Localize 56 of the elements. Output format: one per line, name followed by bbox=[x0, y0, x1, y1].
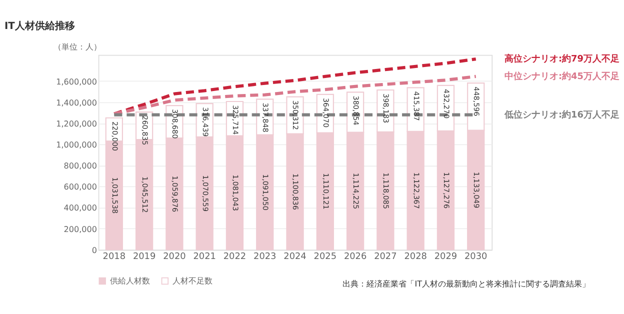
text: 高位シナリオ:約79万人不足 bbox=[504, 54, 620, 65]
y-axis-title: （単位：人） bbox=[54, 42, 102, 52]
x-tick-label: 2024 bbox=[284, 252, 307, 262]
y-tick-label: 1,000,000 bbox=[56, 140, 97, 150]
y-tick-label: 200,000 bbox=[64, 224, 97, 234]
data-label: 1,114,225 bbox=[352, 172, 361, 210]
data-label: 1,118,085 bbox=[382, 172, 391, 209]
data-label: 220,000 bbox=[110, 121, 120, 152]
y-tick-label: 1,200,000 bbox=[56, 119, 97, 128]
data-label: 1,127,276 bbox=[442, 172, 451, 209]
data-label: 1,031,538 bbox=[110, 177, 120, 214]
data-label: 1,100,836 bbox=[291, 174, 300, 210]
data-label: 364,070 bbox=[321, 98, 330, 128]
data-label: 1,045,512 bbox=[140, 176, 150, 213]
x-tick-label: 2023 bbox=[254, 252, 276, 262]
x-tick-label: 2029 bbox=[434, 252, 458, 262]
source-note: 出典：経済産業省「IT人材の最新動向と将来推計に関する調査結果」 bbox=[342, 279, 590, 288]
legend-label: 人材不足数 bbox=[172, 276, 213, 286]
x-tick-label: 2030 bbox=[464, 252, 488, 262]
data-label: 1,070,559 bbox=[200, 175, 210, 212]
data-label: 1,091,050 bbox=[261, 174, 270, 211]
x-tick-label: 2019 bbox=[132, 252, 156, 262]
x-tick-label: 2018 bbox=[102, 252, 126, 262]
y-tick-label: 0 bbox=[92, 246, 97, 255]
x-tick-label: 2025 bbox=[314, 252, 337, 262]
data-label: 398,183 bbox=[382, 94, 391, 124]
y-tick-label: 600,000 bbox=[64, 182, 97, 192]
x-tick-label: 2026 bbox=[344, 252, 367, 262]
data-label: 1,122,367 bbox=[412, 172, 421, 209]
data-label: 415,387 bbox=[412, 91, 421, 121]
x-tick-label: 2027 bbox=[374, 252, 397, 262]
y-tick-label: 800,000 bbox=[64, 162, 97, 171]
data-label: 1,081,043 bbox=[230, 174, 240, 211]
y-tick-label: 1,600,000 bbox=[56, 77, 97, 86]
data-label: 337,848 bbox=[261, 102, 270, 133]
text: 中位シナリオ:約45万人不足 bbox=[504, 71, 620, 82]
data-label: 308,680 bbox=[170, 109, 180, 140]
data-label: 1,133,049 bbox=[472, 172, 482, 209]
legend-label: 供給人材数 bbox=[110, 276, 150, 286]
text: 低位シナリオ:約16万人不足 bbox=[503, 110, 620, 121]
data-label: 1,059,876 bbox=[170, 176, 180, 213]
data-label: 325,714 bbox=[230, 105, 240, 136]
data-label: 260,835 bbox=[140, 116, 150, 146]
data-label: 432,270 bbox=[442, 88, 451, 119]
x-tick-label: 2020 bbox=[163, 252, 186, 262]
chart-title: IT人材供給推移 bbox=[4, 20, 75, 32]
x-tick-label: 2028 bbox=[404, 252, 428, 262]
y-tick-label: 400,000 bbox=[64, 204, 97, 213]
data-label: 448,596 bbox=[472, 86, 482, 117]
data-label: 350,312 bbox=[291, 100, 300, 130]
data-label: 380,854 bbox=[352, 96, 361, 126]
y-tick-label: 1,400,000 bbox=[56, 98, 97, 108]
x-tick-label: 2021 bbox=[193, 252, 216, 262]
x-tick-label: 2022 bbox=[223, 252, 246, 262]
data-label: 1,110,121 bbox=[321, 173, 330, 210]
data-label: 316,439 bbox=[200, 107, 210, 138]
